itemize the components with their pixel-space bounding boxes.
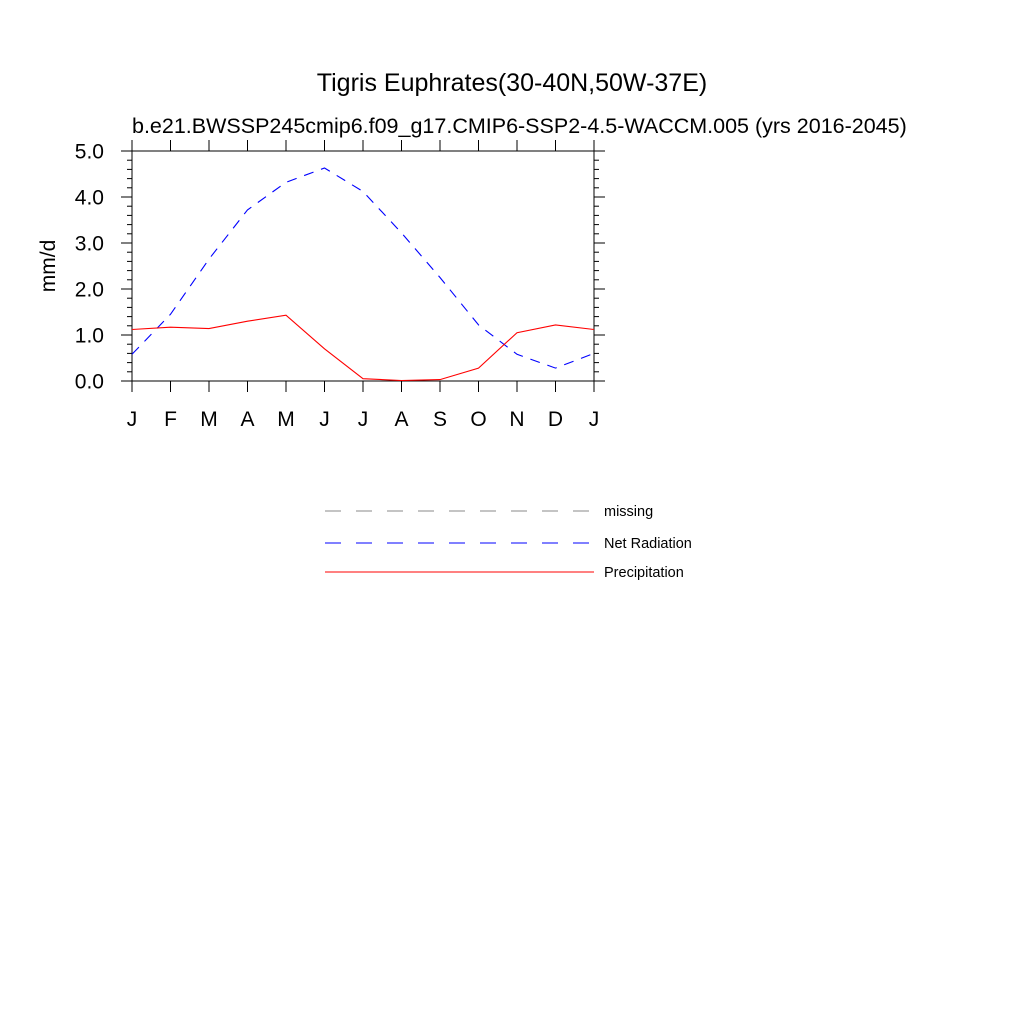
- x-tick-label: M: [277, 408, 295, 431]
- x-tick-label: J: [319, 408, 330, 431]
- x-tick-label: J: [589, 408, 600, 431]
- series-lines: [131, 167, 595, 382]
- x-tick-label: A: [394, 408, 408, 431]
- x-tick-label: M: [200, 408, 218, 431]
- y-tick-label: 2.0: [75, 279, 104, 302]
- series-line-precipitation: [131, 314, 595, 382]
- chart-title: Tigris Euphrates(30-40N,50W-37E): [317, 69, 707, 97]
- legend-label: Precipitation: [604, 565, 684, 581]
- x-tick-label: F: [164, 408, 177, 431]
- axis-ticks: [121, 140, 605, 392]
- chart-subtitle: b.e21.BWSSP245cmip6.f09_g17.CMIP6-SSP2-4…: [132, 114, 907, 138]
- y-axis-label: mm/d: [37, 240, 60, 293]
- legend-label: Net Radiation: [604, 536, 692, 552]
- legend-label: missing: [604, 504, 653, 520]
- legend: missing Net Radiation Precipitation: [325, 504, 692, 581]
- plot-frame: [131, 150, 595, 382]
- y-tick-label: 3.0: [75, 233, 104, 256]
- y-tick-labels: 0.0 1.0 2.0 3.0 4.0 5.0: [75, 141, 104, 394]
- x-tick-label: D: [548, 408, 563, 431]
- x-tick-label: N: [509, 408, 524, 431]
- x-tick-label: J: [358, 408, 369, 431]
- y-tick-label: 0.0: [75, 371, 104, 394]
- y-tick-label: 1.0: [75, 325, 104, 348]
- x-tick-label: S: [433, 408, 447, 431]
- y-tick-label: 5.0: [75, 141, 104, 164]
- x-tick-label: A: [240, 408, 254, 431]
- x-tick-label: O: [470, 408, 486, 431]
- y-tick-label: 4.0: [75, 187, 104, 210]
- x-tick-label: J: [127, 408, 138, 431]
- series-line-net-radiation: [131, 167, 595, 369]
